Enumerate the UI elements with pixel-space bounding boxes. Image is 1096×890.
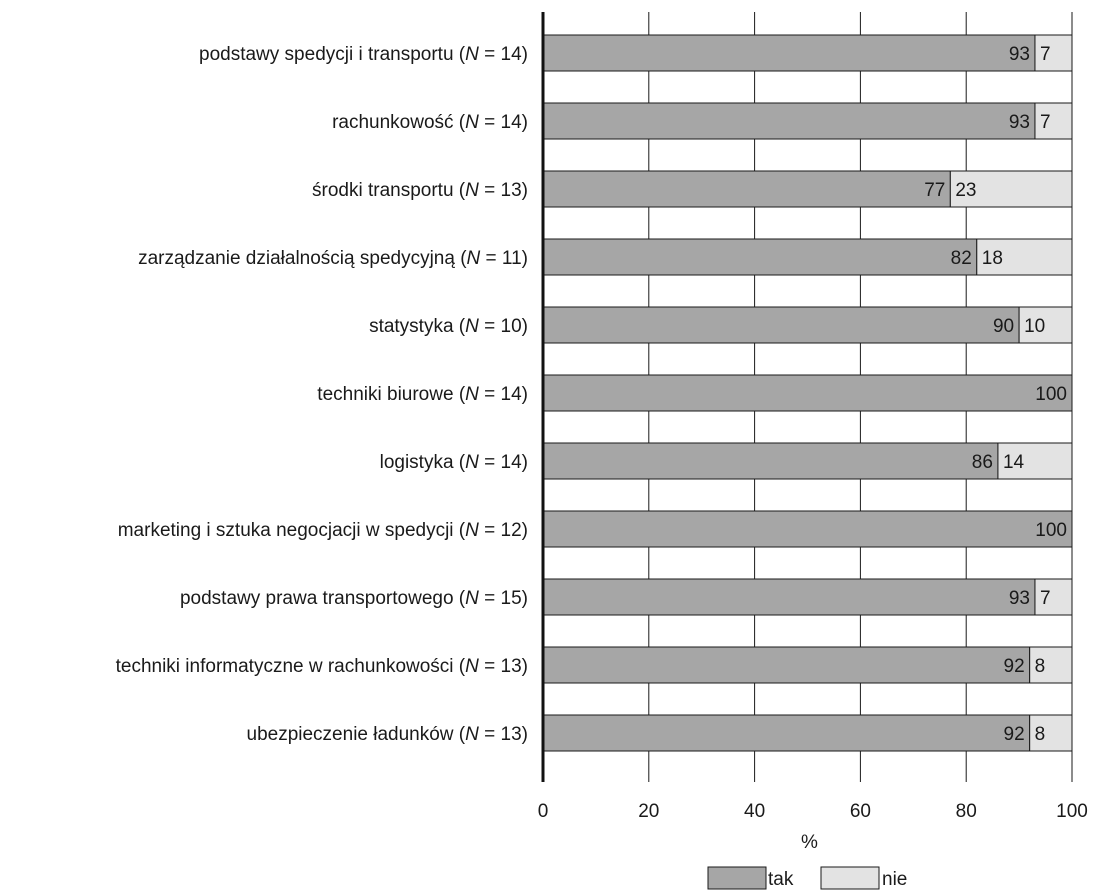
data-label-nie-9: 8 [1035, 656, 1046, 677]
legend-swatch-tak [707, 866, 767, 890]
data-label-tak-10: 92 [1004, 724, 1025, 745]
data-label-tak-7: 100 [1035, 520, 1067, 541]
data-label-tak-5: 100 [1035, 384, 1067, 405]
legend-label-tak: tak [768, 869, 794, 890]
x-tick-label-60: 60 [850, 801, 871, 822]
data-label-tak-9: 92 [1004, 656, 1025, 677]
legend: tak nie [707, 866, 907, 890]
category-label-5: techniki biurowe (N = 14) [317, 384, 528, 405]
bar-tak-9 [542, 646, 1031, 684]
bar-nie-9 [1029, 646, 1073, 684]
bar-nie-2 [949, 170, 1073, 208]
data-label-nie-8: 7 [1040, 588, 1051, 609]
bar-tak-5 [542, 374, 1073, 412]
bar-tak-7 [542, 510, 1073, 548]
x-tick-label-100: 100 [1056, 801, 1088, 822]
x-tick-label-80: 80 [956, 801, 977, 822]
category-label-3: zarządzanie działalnością spedycyjną (N … [138, 248, 528, 269]
data-label-tak-2: 77 [924, 180, 945, 201]
category-label-4: statystyka (N = 10) [369, 316, 528, 337]
bar-tak-3 [542, 238, 978, 276]
bar-nie-6 [997, 442, 1073, 480]
data-label-tak-1: 93 [1009, 112, 1030, 133]
x-tick-label-20: 20 [638, 801, 659, 822]
bar-tak-10 [542, 714, 1031, 752]
category-label-9: techniki informatyczne w rachunkowości (… [116, 656, 528, 677]
category-label-10: ubezpieczenie ładunków (N = 13) [247, 724, 529, 745]
bar-nie-8 [1034, 578, 1073, 616]
data-label-nie-2: 23 [955, 180, 976, 201]
category-label-1: rachunkowość (N = 14) [332, 112, 528, 133]
x-tick-label-0: 0 [538, 801, 549, 822]
data-label-nie-10: 8 [1035, 724, 1046, 745]
bar-tak-2 [542, 170, 951, 208]
bar-nie-4 [1018, 306, 1073, 344]
x-axis-title: % [801, 832, 818, 853]
data-label-tak-3: 82 [951, 248, 972, 269]
category-label-8: podstawy prawa transportowego (N = 15) [180, 588, 528, 609]
data-label-tak-6: 86 [972, 452, 993, 473]
data-label-nie-4: 10 [1024, 316, 1045, 337]
category-label-6: logistyka (N = 14) [380, 452, 528, 473]
x-tick-label-40: 40 [744, 801, 765, 822]
x-axis: 0 20 40 60 80 100 [538, 12, 1088, 822]
bar-nie-0 [1034, 34, 1073, 72]
bar-tak-0 [542, 34, 1036, 72]
data-label-nie-0: 7 [1040, 44, 1051, 65]
data-label-nie-3: 18 [982, 248, 1003, 269]
data-label-tak-8: 93 [1009, 588, 1030, 609]
legend-label-nie: nie [882, 869, 907, 890]
data-label-tak-4: 90 [993, 316, 1014, 337]
bar-tak-4 [542, 306, 1020, 344]
bar-nie-10 [1029, 714, 1073, 752]
bar-tak-6 [542, 442, 999, 480]
data-label-nie-6: 14 [1003, 452, 1025, 473]
data-label-tak-0: 93 [1009, 44, 1030, 65]
bar-tak-1 [542, 102, 1036, 140]
data-label-nie-1: 7 [1040, 112, 1051, 133]
category-labels: podstawy spedycji i transportu (N = 14) r… [116, 44, 528, 745]
bar-nie-3 [976, 238, 1073, 276]
legend-swatch-nie [820, 866, 880, 890]
bar-nie-1 [1034, 102, 1073, 140]
category-label-2: środki transportu (N = 13) [312, 180, 528, 201]
bar-tak-8 [542, 578, 1036, 616]
category-label-0: podstawy spedycji i transportu (N = 14) [199, 44, 528, 65]
category-label-7: marketing i sztuka negocjacji w spedycji… [118, 520, 528, 541]
